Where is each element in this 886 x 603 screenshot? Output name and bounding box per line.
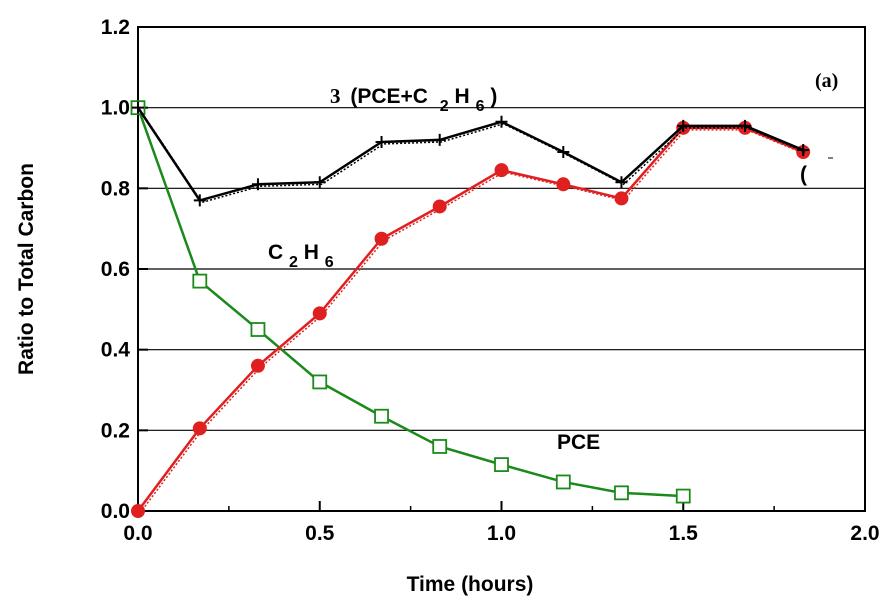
sum-main: (PCE+C bbox=[350, 85, 428, 108]
sum-annotation: 3 (PCE+C 2 H 6 ) bbox=[330, 84, 497, 116]
y-tick-label: 0.0 bbox=[101, 500, 130, 523]
data-point bbox=[557, 146, 570, 159]
c2h6-annotation: C 2 H 6 bbox=[268, 241, 334, 272]
data-point bbox=[131, 504, 145, 518]
y-tick-label: 0.2 bbox=[101, 419, 130, 442]
series-line-dotted bbox=[139, 109, 806, 204]
x-tick-label: 1.0 bbox=[487, 522, 516, 545]
data-point bbox=[797, 144, 810, 157]
series-line bbox=[136, 107, 684, 498]
y-tick-label: 0.8 bbox=[101, 177, 131, 200]
data-point bbox=[313, 176, 326, 189]
data-point bbox=[433, 133, 446, 146]
y-axis-title: Ratio to Total Carbon bbox=[15, 163, 38, 375]
y-tick-label: 0.4 bbox=[101, 339, 131, 362]
sum-prefix: 3 bbox=[330, 84, 341, 108]
x-axis-ticks: 0.0 0.5 1.0 1.5 2.0 bbox=[123, 501, 880, 545]
sum-sub: 2 bbox=[440, 98, 449, 115]
data-point bbox=[374, 408, 389, 424]
y-tick-label: 1.2 bbox=[101, 16, 130, 39]
data-point bbox=[250, 358, 265, 373]
x-tick-label: 0.5 bbox=[305, 522, 335, 545]
data-point bbox=[556, 177, 571, 192]
c2h6-sub1: 2 bbox=[289, 254, 298, 271]
c2h6-h: H bbox=[304, 241, 319, 264]
y-tick-label: 1.0 bbox=[101, 97, 130, 120]
data-point bbox=[677, 119, 690, 132]
data-point bbox=[739, 119, 752, 132]
series-line bbox=[136, 126, 804, 512]
sum-h: H bbox=[455, 85, 470, 108]
y-tick-label: 0.6 bbox=[101, 258, 130, 281]
data-point bbox=[494, 163, 509, 178]
x-axis-title: Time (hours) bbox=[407, 573, 534, 596]
gridlines bbox=[138, 107, 865, 431]
x-tick-label: 1.5 bbox=[669, 522, 699, 545]
data-point bbox=[132, 101, 144, 114]
panel-label: (a) bbox=[815, 70, 838, 92]
c2h6-sub2: 6 bbox=[325, 254, 334, 271]
data-point bbox=[614, 485, 629, 501]
data-point bbox=[432, 439, 448, 454]
y-axis-ticks: 0.0 0.2 0.4 0.6 0.8 1.0 1.2 bbox=[101, 16, 148, 523]
data-point bbox=[193, 194, 206, 207]
data-point bbox=[432, 199, 447, 214]
x-tick-label: 2.0 bbox=[850, 522, 879, 545]
series-1 bbox=[131, 120, 811, 518]
series-line bbox=[136, 106, 804, 202]
data-point bbox=[495, 115, 508, 128]
data-point bbox=[374, 231, 389, 246]
series-line-dotted bbox=[139, 129, 806, 514]
data-point bbox=[312, 374, 328, 390]
pce-annotation: PCE bbox=[557, 431, 600, 454]
data-point bbox=[494, 457, 509, 473]
paren-annotation: ( bbox=[800, 163, 807, 186]
data-point bbox=[555, 474, 571, 490]
series-layer bbox=[130, 100, 811, 518]
c2h6-c: C bbox=[268, 241, 283, 264]
data-point bbox=[312, 306, 327, 321]
data-point bbox=[251, 178, 264, 191]
x-tick-label: 0.0 bbox=[123, 522, 152, 545]
data-point bbox=[192, 421, 207, 436]
data-point bbox=[375, 135, 388, 148]
data-point bbox=[675, 488, 691, 504]
data-point bbox=[192, 273, 208, 289]
series-0 bbox=[130, 100, 691, 504]
data-point bbox=[614, 191, 629, 206]
sum-sub2: 6 bbox=[476, 98, 485, 115]
data-point bbox=[615, 176, 628, 189]
sum-close: ) bbox=[490, 85, 497, 108]
series-2 bbox=[132, 101, 810, 207]
data-point bbox=[250, 322, 266, 337]
